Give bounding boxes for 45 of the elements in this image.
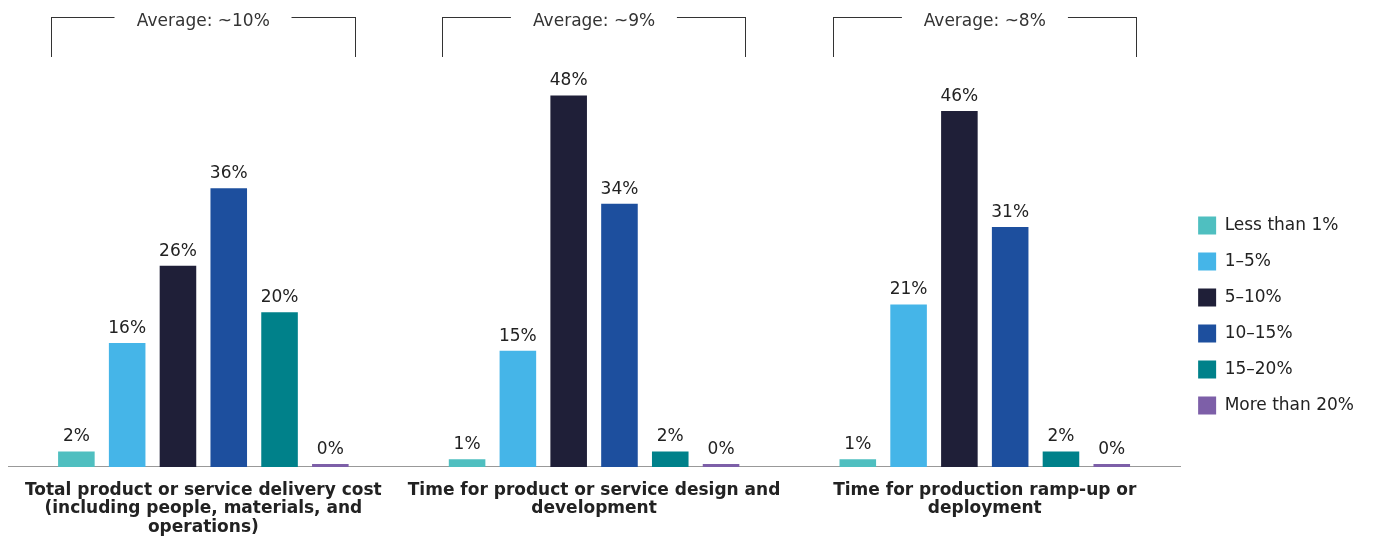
bar xyxy=(108,343,146,467)
bar xyxy=(261,312,298,467)
data-label: 0% xyxy=(1098,437,1126,458)
bar xyxy=(210,188,248,467)
data-label: 26% xyxy=(159,239,197,260)
data-label: 46% xyxy=(940,84,979,105)
x-tick-label: Time for product or service design and development xyxy=(407,478,781,518)
data-label: 15% xyxy=(498,324,537,345)
data-label: 1% xyxy=(453,433,481,454)
legend-label: 10–15% xyxy=(1224,321,1293,342)
data-label: 20% xyxy=(260,286,299,307)
data-label: 2% xyxy=(656,425,684,446)
bar xyxy=(448,459,486,467)
bar xyxy=(941,110,978,467)
data-label: 31% xyxy=(991,200,1030,221)
data-label: 21% xyxy=(889,278,928,299)
legend-label: 1–5% xyxy=(1224,249,1271,270)
data-label: 36% xyxy=(209,162,248,183)
bar xyxy=(159,265,197,467)
bar xyxy=(890,304,927,467)
bar xyxy=(991,227,1029,467)
bar xyxy=(1042,451,1080,467)
data-label: 0% xyxy=(316,437,344,458)
text: Average: ~9% xyxy=(510,8,678,32)
legend-label: More than 20% xyxy=(1224,393,1355,414)
data-label: 16% xyxy=(108,317,147,338)
data-label: 2% xyxy=(1047,425,1075,446)
bar xyxy=(499,350,537,467)
bar xyxy=(58,451,95,467)
data-label: 34% xyxy=(600,177,639,198)
legend-label: Less than 1% xyxy=(1224,213,1339,234)
data-label: 48% xyxy=(549,69,588,90)
legend-label: 5–10% xyxy=(1224,285,1282,306)
bar xyxy=(651,451,689,467)
data-label: 2% xyxy=(62,425,90,446)
bar xyxy=(550,95,587,467)
data-label: 0% xyxy=(707,437,735,458)
bar xyxy=(839,459,877,467)
x-tick-label: Time for production ramp-up or deployment xyxy=(833,478,1138,518)
legend-label: 15–20% xyxy=(1224,357,1293,378)
bar xyxy=(601,203,638,467)
text: Average: ~8% xyxy=(901,8,1068,32)
x-tick-label: Total product or service delivery cost (including people, materials, and operations) xyxy=(24,478,382,537)
text: Average: ~10% xyxy=(114,8,292,32)
data-label: 1% xyxy=(844,433,872,454)
